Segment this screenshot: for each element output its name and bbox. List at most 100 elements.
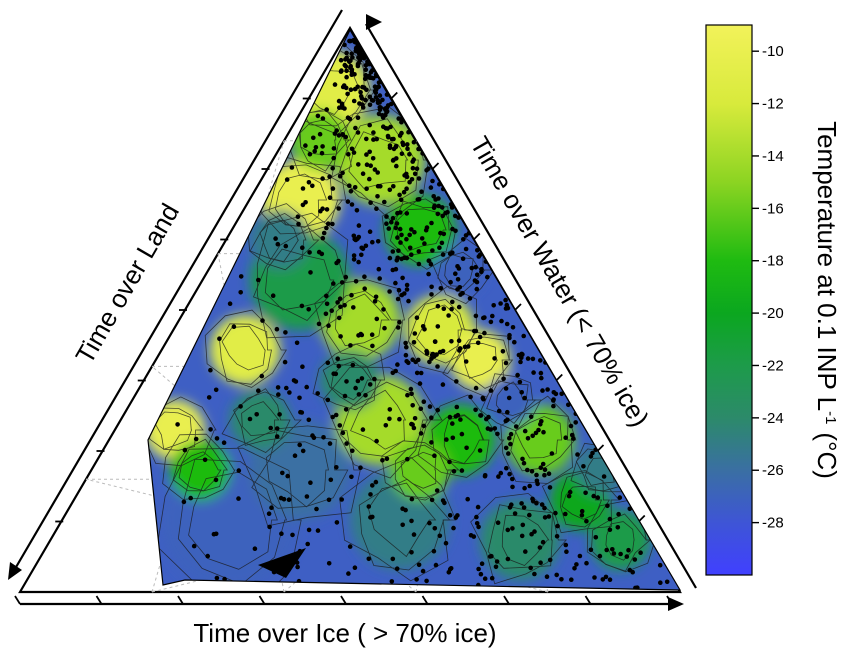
data-point bbox=[380, 97, 385, 103]
contour-line bbox=[237, 425, 361, 527]
data-point bbox=[340, 170, 345, 176]
data-point bbox=[404, 174, 410, 180]
data-point bbox=[566, 402, 571, 408]
data-point bbox=[332, 82, 338, 87]
data-point bbox=[329, 308, 335, 314]
data-point bbox=[352, 185, 358, 190]
data-point bbox=[473, 407, 478, 413]
data-point bbox=[268, 425, 274, 431]
data-point bbox=[337, 296, 343, 302]
data-point bbox=[440, 213, 446, 219]
data-point bbox=[336, 206, 342, 211]
data-point bbox=[398, 240, 403, 245]
data-point bbox=[359, 252, 364, 258]
data-point bbox=[478, 413, 484, 418]
data-point bbox=[367, 382, 373, 387]
data-point bbox=[626, 547, 631, 553]
data-point bbox=[519, 533, 525, 539]
data-point bbox=[538, 370, 544, 376]
data-point bbox=[413, 359, 418, 365]
data-point bbox=[221, 440, 227, 446]
data-point bbox=[367, 122, 373, 128]
data-point bbox=[545, 387, 550, 392]
data-point bbox=[551, 403, 556, 409]
data-point bbox=[404, 211, 410, 216]
data-point bbox=[399, 232, 404, 238]
data-point bbox=[391, 146, 397, 152]
contour-line bbox=[444, 253, 474, 288]
data-point bbox=[455, 412, 461, 418]
data-point bbox=[387, 407, 393, 412]
data-point bbox=[338, 304, 343, 310]
data-point bbox=[364, 136, 369, 142]
data-point bbox=[418, 406, 424, 412]
data-point bbox=[295, 214, 301, 219]
contour-line bbox=[394, 444, 453, 501]
data-point bbox=[477, 334, 483, 340]
data-point bbox=[351, 150, 357, 155]
data-point bbox=[486, 414, 491, 420]
data-point bbox=[340, 132, 346, 137]
data-point bbox=[569, 577, 574, 582]
data-point bbox=[607, 527, 613, 532]
data-point bbox=[313, 145, 319, 150]
data-point bbox=[441, 306, 447, 312]
data-point bbox=[469, 265, 475, 271]
data-point bbox=[297, 442, 303, 448]
colorbar-label-superscript: -1 bbox=[823, 411, 840, 424]
data-point bbox=[540, 388, 545, 393]
data-point bbox=[542, 505, 547, 511]
data-point bbox=[559, 391, 564, 397]
data-point bbox=[330, 414, 336, 420]
data-point bbox=[307, 151, 313, 157]
data-point bbox=[404, 282, 410, 288]
data-point bbox=[331, 146, 337, 151]
data-points bbox=[175, 37, 670, 590]
data-point bbox=[342, 62, 348, 68]
contour-line bbox=[339, 381, 429, 458]
data-point bbox=[273, 236, 278, 241]
data-point bbox=[278, 495, 284, 501]
data-point bbox=[522, 395, 527, 401]
data-point bbox=[416, 197, 422, 202]
data-point bbox=[370, 156, 376, 161]
data-point bbox=[366, 504, 372, 509]
data-point bbox=[521, 333, 526, 339]
data-point bbox=[396, 116, 402, 121]
data-point bbox=[456, 304, 462, 310]
data-point bbox=[542, 472, 547, 478]
data-point bbox=[564, 549, 569, 554]
data-point bbox=[350, 55, 355, 60]
data-point bbox=[503, 306, 509, 311]
data-point bbox=[504, 321, 510, 327]
data-point bbox=[363, 67, 369, 73]
data-point bbox=[351, 305, 356, 310]
data-point bbox=[347, 38, 352, 44]
data-point bbox=[308, 480, 313, 486]
data-point bbox=[547, 485, 553, 490]
data-point bbox=[409, 496, 415, 502]
contour-line bbox=[486, 380, 537, 424]
data-point bbox=[275, 241, 281, 247]
data-point bbox=[374, 206, 379, 211]
colorbar-tick-label: -16 bbox=[762, 200, 784, 217]
data-point bbox=[422, 241, 427, 246]
data-point bbox=[205, 553, 210, 559]
data-point bbox=[343, 274, 349, 280]
data-point bbox=[310, 183, 315, 189]
data-point bbox=[498, 470, 504, 476]
data-point bbox=[489, 575, 495, 581]
data-point bbox=[435, 324, 441, 329]
data-point bbox=[356, 234, 362, 240]
right-tick bbox=[638, 514, 646, 523]
data-point bbox=[299, 410, 305, 415]
data-point bbox=[336, 363, 342, 369]
data-point bbox=[499, 318, 504, 324]
data-point bbox=[236, 496, 241, 501]
contour-line bbox=[561, 485, 603, 520]
data-point bbox=[429, 415, 434, 421]
data-point bbox=[292, 453, 298, 459]
data-point bbox=[188, 495, 193, 501]
data-point bbox=[334, 465, 339, 470]
